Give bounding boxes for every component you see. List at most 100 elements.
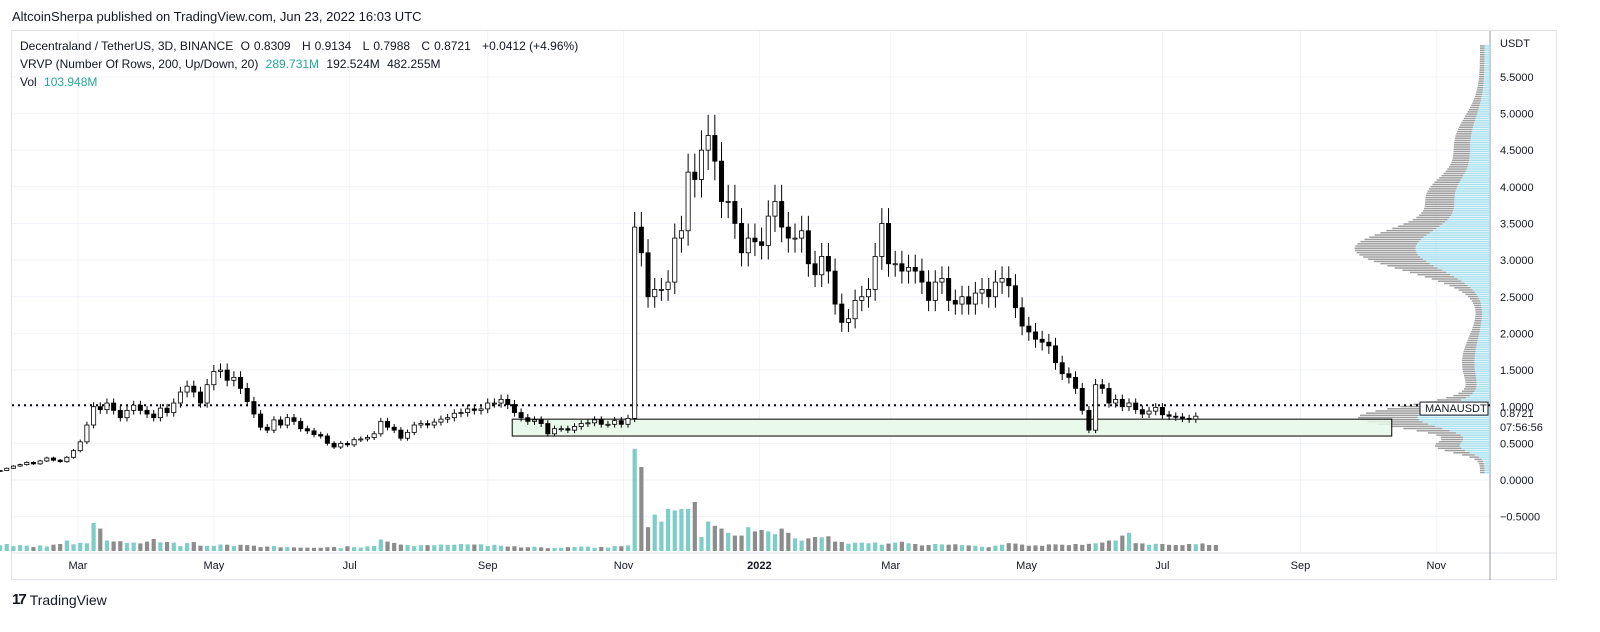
candle-body [511,404,517,413]
volume-bar [1033,545,1038,551]
vp-bar-up [1477,113,1490,115]
vp-bar-up [1445,221,1490,223]
volume-bar [519,547,524,551]
candle-body [1066,373,1072,378]
vp-bar-down [1474,458,1482,461]
volume-bar [565,547,570,551]
vp-bar-down [1478,82,1484,85]
volume-bar [412,546,417,551]
candle-body [331,442,337,448]
vp-bar-up [1472,289,1490,291]
vp-bar-down [1479,58,1485,60]
volume-bar [979,546,985,551]
vp-bar-down [1360,240,1419,243]
candle-body [24,462,30,466]
vp-bar-down [1465,379,1477,381]
vp-bar-down [1368,258,1423,260]
vp-bar-up [1469,150,1490,153]
volume-bar [131,542,136,551]
candle-body [906,267,912,272]
candle-body [1012,285,1018,309]
volume-bar [298,547,303,551]
vp-bar-down [1475,311,1482,313]
vp-bar-down [1479,45,1485,47]
volume-bar [71,544,76,551]
vp-bar-up [1483,80,1490,82]
vp-bar-down [1455,135,1472,137]
vp-bar-up [1476,115,1490,118]
candle-body [445,417,451,420]
candle-body [638,226,644,254]
volume-bar [385,541,390,551]
vp-bar-down [1387,265,1434,267]
vp-bar-down [1427,190,1456,192]
tradingview-logo-icon: 17 [12,591,27,608]
vp-bar-down [1462,355,1475,357]
vp-bar-up [1482,93,1490,96]
volume-bar [1140,543,1145,551]
vp-bar-down [1425,203,1455,205]
candle-body [859,296,865,301]
candle-body [739,223,745,254]
vp-bar-down [1458,289,1473,291]
candle-body [819,256,825,276]
vp-bar-up [1483,82,1490,85]
volume-bar [786,532,791,551]
vp-bar-down [1462,364,1475,366]
volume-bar [512,546,517,551]
candle-body [1026,325,1032,333]
volume-bar [1213,544,1218,551]
volume-bar [832,541,838,551]
candle-body [685,171,691,232]
vp-bar-down [1468,108,1479,111]
vp-bar-down [1474,304,1482,307]
vp-bar-up [1451,214,1490,216]
volume-bar [1120,535,1125,551]
vp-bar-up [1479,333,1490,335]
vp-bar-down [1469,335,1479,337]
volume-bar [151,538,156,551]
vp-bar-up [1484,469,1490,472]
vp-bar-up [1484,47,1490,49]
vp-bar-down [1462,359,1475,362]
candle-body [565,428,571,431]
x-tick-label: Jul [343,560,357,572]
candle-body [1093,384,1099,431]
volume-bar [118,541,123,551]
vp-bar-up [1426,260,1490,263]
vp-bar-down [1462,454,1475,456]
volume-bar [418,545,424,551]
x-tick-label: Jul [1155,560,1169,572]
volume-bar [251,545,257,551]
vp-bar-down [1449,166,1468,168]
volume-bar [1207,544,1212,551]
vp-bar-down [1356,251,1417,254]
volume-bar [18,545,23,551]
candle-body [291,417,297,422]
vp-bar-down [1463,350,1476,353]
volume-bar [1200,543,1205,551]
candle-body [832,270,838,305]
vp-bar-down [1454,137,1471,140]
legend-line-symbol: Decentraland / TetherUS, 3D, BINANCE O 0.… [20,39,582,53]
volume-bar [158,542,163,551]
candle-body [852,300,858,320]
candle-body [645,252,651,298]
vp-bar-up [1457,185,1490,188]
vp-bar-up [1449,216,1490,219]
candle-body [745,237,751,254]
volume-bar [31,547,36,551]
y-tick-label: 0.0000 [1500,475,1534,487]
volume-bar [545,548,550,551]
vp-bar-up [1475,350,1490,353]
vp-bar-down [1474,320,1482,322]
candle-body [1106,387,1112,404]
volume-bar [1020,544,1025,551]
volume-bar [1073,544,1078,551]
vp-bar-up [1442,223,1490,225]
candle-body [251,401,257,415]
volume-bar [338,548,343,551]
tradingview-footer: 17 TradingView [12,591,107,608]
vp-bar-up [1481,95,1490,98]
